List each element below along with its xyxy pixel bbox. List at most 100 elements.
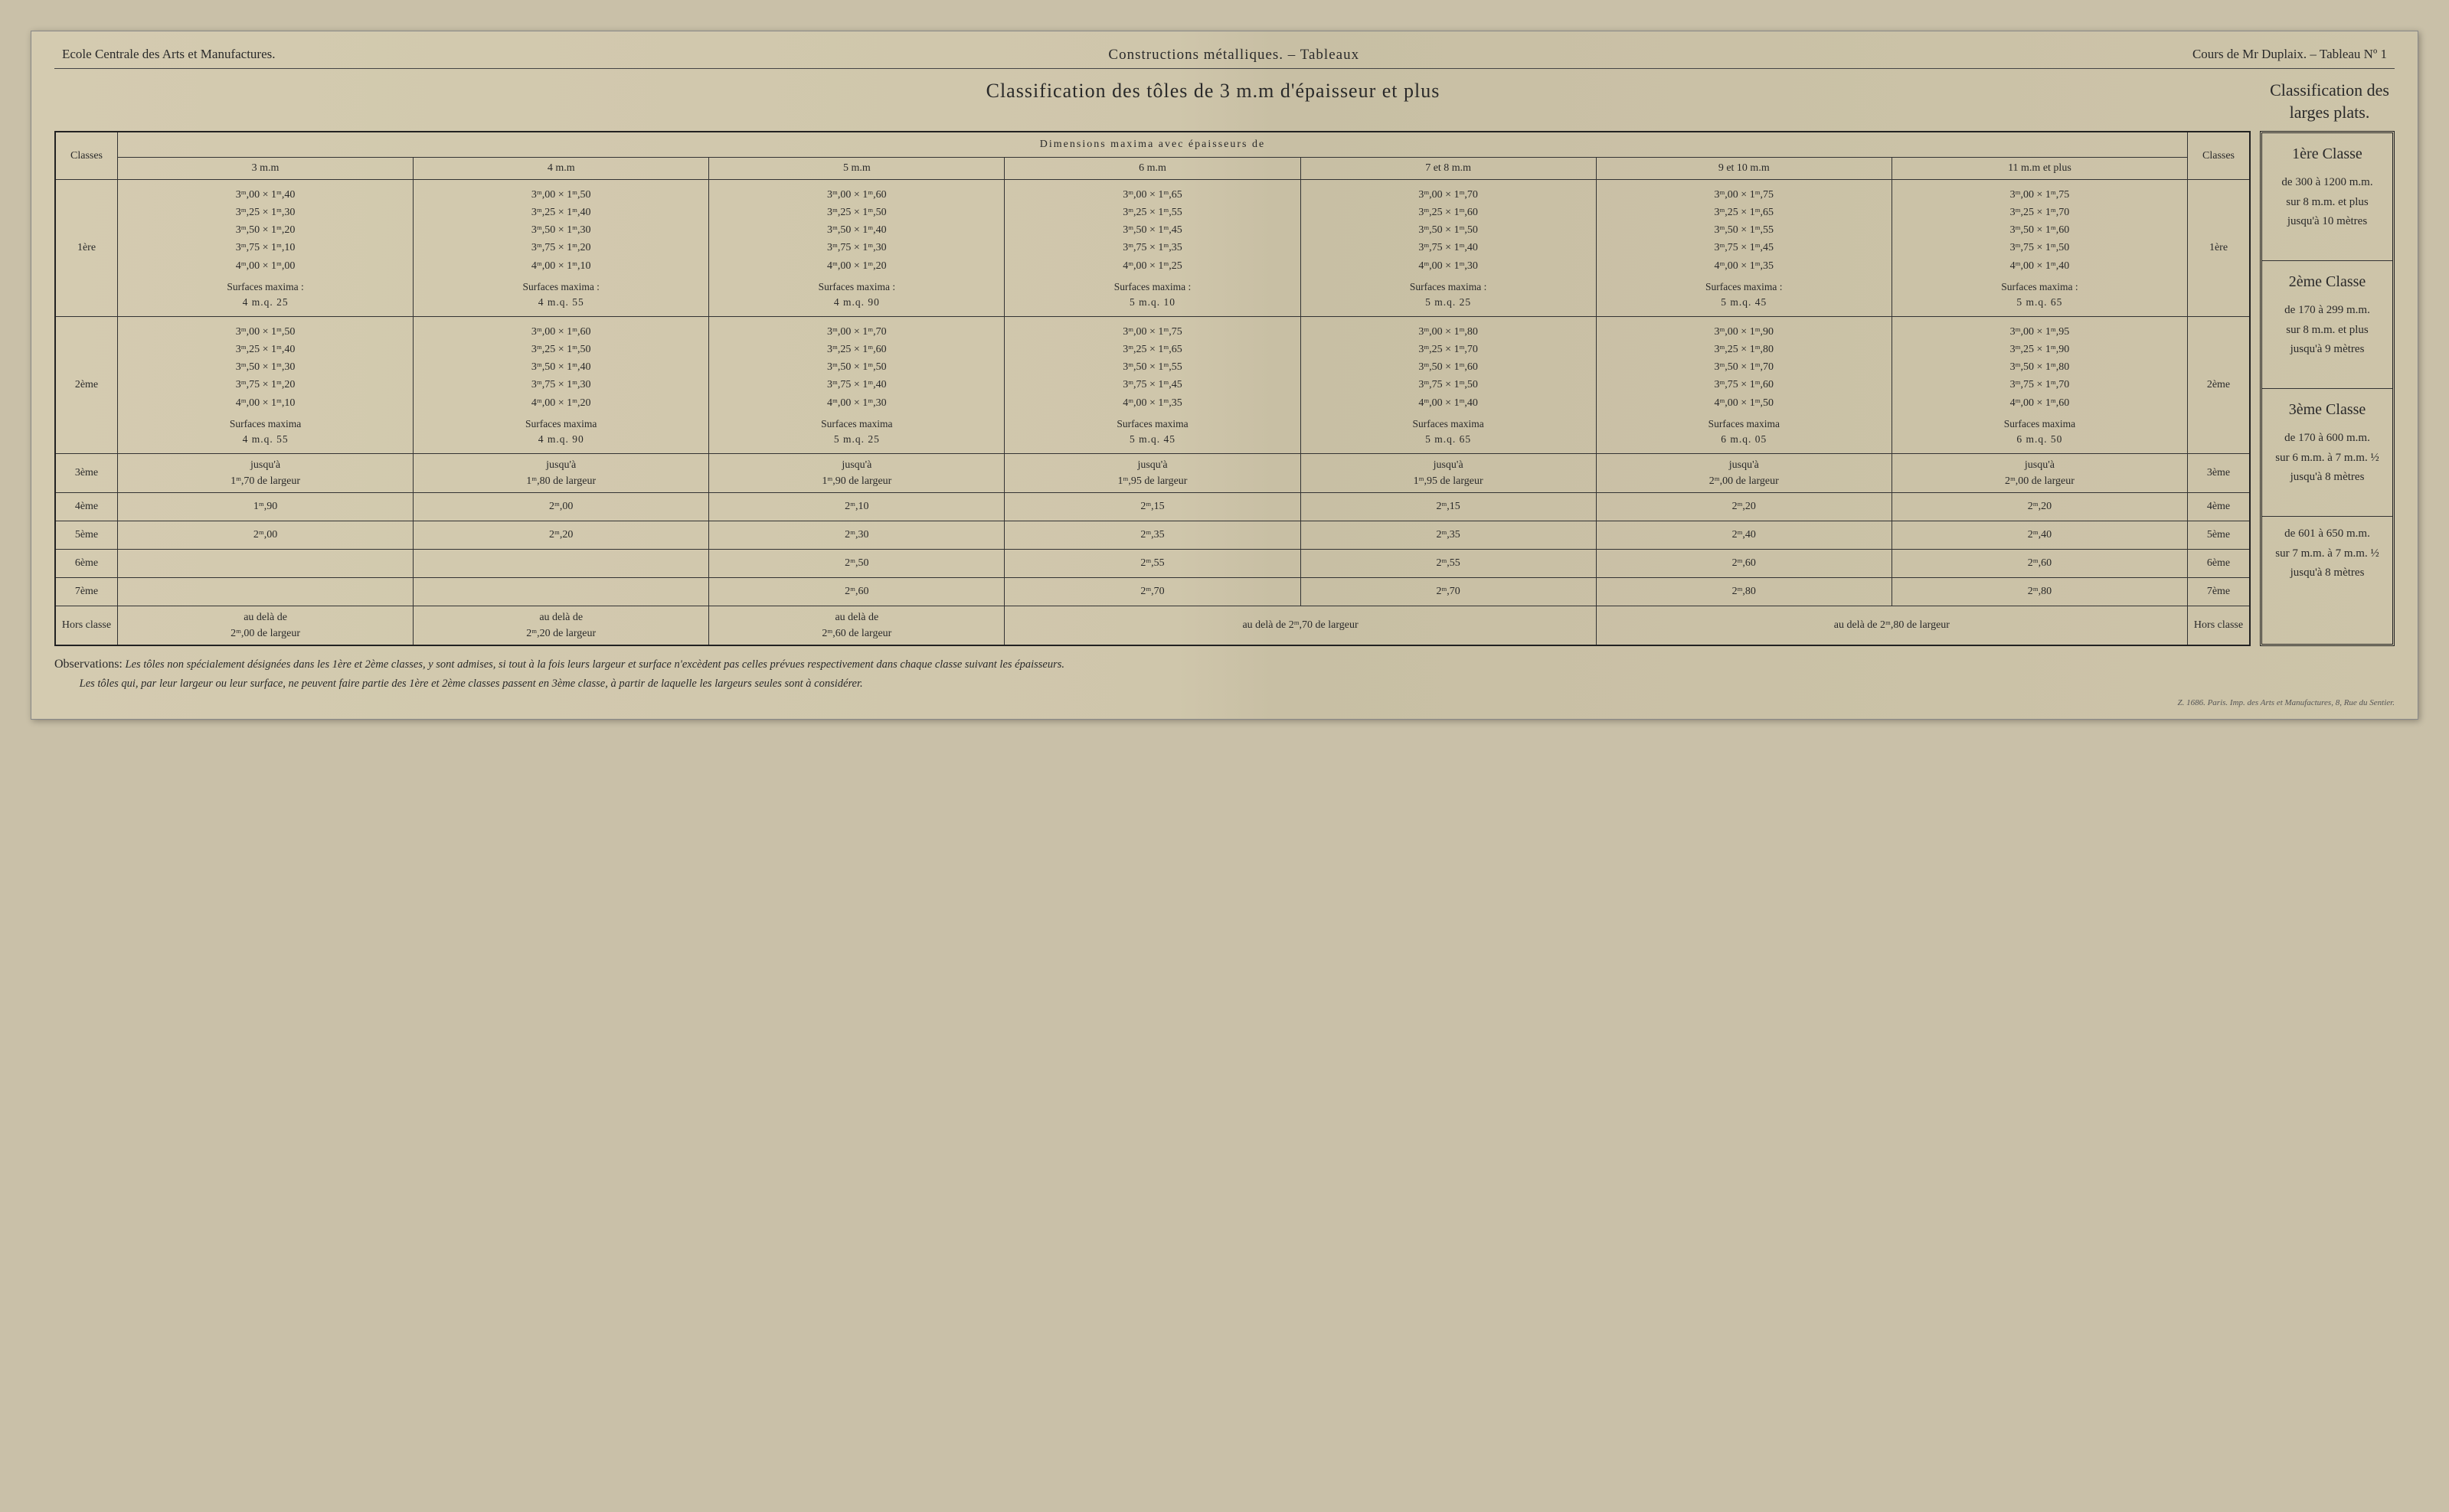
cell-1ere-11mm: 3ᵐ,00 × 1ᵐ,753ᵐ,25 × 1ᵐ,703ᵐ,50 × 1ᵐ,603… <box>1892 180 2187 317</box>
cell-hors-6-8mm: au delà de 2ᵐ,70 de largeur <box>1005 606 1596 646</box>
cell-7eme-5mm: 2ᵐ,60 <box>709 578 1005 606</box>
cell-6eme-7-8mm: 2ᵐ,55 <box>1300 550 1596 578</box>
class-2eme-right: 2ème <box>2188 317 2251 454</box>
table-row-3eme: 3ème jusqu'à1ᵐ,70 de largeur jusqu'à1ᵐ,8… <box>55 454 2250 493</box>
th-5mm: 5 m.m <box>709 158 1005 180</box>
side-class-1: 1ère Classe de 300 à 1200 m.m. sur 8 m.m… <box>2262 133 2392 261</box>
observations-line2: Les tôles qui, par leur largeur ou leur … <box>80 678 863 690</box>
col-classes-right: Classes <box>2188 132 2251 180</box>
main-title: Classification des tôles de 3 m.m d'épai… <box>54 80 2264 103</box>
cell-6eme-3mm <box>118 550 414 578</box>
cell-4eme-6mm: 2ᵐ,15 <box>1005 493 1300 521</box>
content-row: Classes Dimensions maxima avec épaisseur… <box>54 131 2395 646</box>
cell-1ere-4mm: 3ᵐ,00 × 1ᵐ,503ᵐ,25 × 1ᵐ,403ᵐ,50 × 1ᵐ,303… <box>414 180 709 317</box>
cell-2eme-11mm: 3ᵐ,00 × 1ᵐ,953ᵐ,25 × 1ᵐ,903ᵐ,50 × 1ᵐ,803… <box>1892 317 2187 454</box>
cell-3eme-5mm: jusqu'à1ᵐ,90 de largeur <box>709 454 1005 493</box>
cell-2eme-3mm: 3ᵐ,00 × 1ᵐ,503ᵐ,25 × 1ᵐ,403ᵐ,50 × 1ᵐ,303… <box>118 317 414 454</box>
cell-hors-5mm: au delà de2ᵐ,60 de largeur <box>709 606 1005 646</box>
document-page: Ecole Centrale des Arts et Manufactures.… <box>31 31 2418 720</box>
cell-2eme-9-10mm: 3ᵐ,00 × 1ᵐ,903ᵐ,25 × 1ᵐ,803ᵐ,50 × 1ᵐ,703… <box>1596 317 1892 454</box>
cell-2eme-7-8mm: 3ᵐ,00 × 1ᵐ,803ᵐ,25 × 1ᵐ,703ᵐ,50 × 1ᵐ,603… <box>1300 317 1596 454</box>
cell-6eme-5mm: 2ᵐ,50 <box>709 550 1005 578</box>
class-3eme-right: 3ème <box>2188 454 2251 493</box>
class-4eme-left: 4ème <box>55 493 118 521</box>
class-2eme-left: 2ème <box>55 317 118 454</box>
table-row-6eme: 6ème 2ᵐ,50 2ᵐ,55 2ᵐ,55 2ᵐ,60 2ᵐ,60 6ème <box>55 550 2250 578</box>
side-class-3: 3ème Classe de 170 à 600 m.m. sur 6 m.m.… <box>2262 389 2392 517</box>
table-row-1ere: 1ère 3ᵐ,00 × 1ᵐ,403ᵐ,25 × 1ᵐ,303ᵐ,50 × 1… <box>55 180 2250 317</box>
cell-3eme-7-8mm: jusqu'à1ᵐ,95 de largeur <box>1300 454 1596 493</box>
table-row-hors-classe: Hors classe au delà de2ᵐ,00 de largeur a… <box>55 606 2250 646</box>
th-9-10mm: 9 et 10 m.m <box>1596 158 1892 180</box>
th-4mm: 4 m.m <box>414 158 709 180</box>
cell-7eme-3mm <box>118 578 414 606</box>
cell-hors-3mm: au delà de2ᵐ,00 de largeur <box>118 606 414 646</box>
header-rule <box>54 68 2395 69</box>
cell-7eme-9-10mm: 2ᵐ,80 <box>1596 578 1892 606</box>
side-class-4: de 601 à 650 m.m. sur 7 m.m. à 7 m.m. ½ … <box>2262 517 2392 644</box>
table-row-4eme: 4ème 1ᵐ,90 2ᵐ,00 2ᵐ,10 2ᵐ,15 2ᵐ,15 2ᵐ,20… <box>55 493 2250 521</box>
cell-3eme-6mm: jusqu'à1ᵐ,95 de largeur <box>1005 454 1300 493</box>
cell-1ere-9-10mm: 3ᵐ,00 × 1ᵐ,753ᵐ,25 × 1ᵐ,653ᵐ,50 × 1ᵐ,553… <box>1596 180 1892 317</box>
table-row-2eme: 2ème 3ᵐ,00 × 1ᵐ,503ᵐ,25 × 1ᵐ,403ᵐ,50 × 1… <box>55 317 2250 454</box>
observations-label: Observations: <box>54 658 123 671</box>
class-6eme-right: 6ème <box>2188 550 2251 578</box>
table-row-7eme: 7ème 2ᵐ,60 2ᵐ,70 2ᵐ,70 2ᵐ,80 2ᵐ,80 7ème <box>55 578 2250 606</box>
cell-7eme-7-8mm: 2ᵐ,70 <box>1300 578 1596 606</box>
class-4eme-right: 4ème <box>2188 493 2251 521</box>
page-header: Ecole Centrale des Arts et Manufactures.… <box>54 47 2395 64</box>
cell-7eme-11mm: 2ᵐ,80 <box>1892 578 2187 606</box>
hors-classe-left: Hors classe <box>55 606 118 646</box>
cell-5eme-11mm: 2ᵐ,40 <box>1892 521 2187 550</box>
class-6eme-left: 6ème <box>55 550 118 578</box>
hors-classe-right: Hors classe <box>2188 606 2251 646</box>
cell-6eme-6mm: 2ᵐ,55 <box>1005 550 1300 578</box>
cell-1ere-5mm: 3ᵐ,00 × 1ᵐ,603ᵐ,25 × 1ᵐ,503ᵐ,50 × 1ᵐ,403… <box>709 180 1005 317</box>
observations: Observations: Les tôles non spécialement… <box>54 654 2395 694</box>
cell-5eme-5mm: 2ᵐ,30 <box>709 521 1005 550</box>
cell-6eme-4mm <box>414 550 709 578</box>
class-5eme-right: 5ème <box>2188 521 2251 550</box>
class-1ere-left: 1ère <box>55 180 118 317</box>
cell-6eme-11mm: 2ᵐ,60 <box>1892 550 2187 578</box>
class-7eme-right: 7ème <box>2188 578 2251 606</box>
larges-plats-box: 1ère Classe de 300 à 1200 m.m. sur 8 m.m… <box>2260 131 2395 646</box>
class-3eme-left: 3ème <box>55 454 118 493</box>
cell-1ere-7-8mm: 3ᵐ,00 × 1ᵐ,703ᵐ,25 × 1ᵐ,603ᵐ,50 × 1ᵐ,503… <box>1300 180 1596 317</box>
cell-3eme-3mm: jusqu'à1ᵐ,70 de largeur <box>118 454 414 493</box>
cell-5eme-4mm: 2ᵐ,20 <box>414 521 709 550</box>
header-right: Cours de Mr Duplaix. – Tableau Nº 1 <box>2192 47 2387 64</box>
table-row-5eme: 5ème 2ᵐ,00 2ᵐ,20 2ᵐ,30 2ᵐ,35 2ᵐ,35 2ᵐ,40… <box>55 521 2250 550</box>
cell-3eme-11mm: jusqu'à2ᵐ,00 de largeur <box>1892 454 2187 493</box>
cell-4eme-11mm: 2ᵐ,20 <box>1892 493 2187 521</box>
cell-4eme-9-10mm: 2ᵐ,20 <box>1596 493 1892 521</box>
side-class-2: 2ème Classe de 170 à 299 m.m. sur 8 m.m.… <box>2262 261 2392 389</box>
dimensions-header: Dimensions maxima avec épaisseurs de <box>118 132 2188 158</box>
title-row: Classification des tôles de 3 m.m d'épai… <box>54 80 2395 123</box>
cell-4eme-4mm: 2ᵐ,00 <box>414 493 709 521</box>
col-classes-left: Classes <box>55 132 118 180</box>
observations-line1: Les tôles non spécialement désignées dan… <box>126 658 1065 671</box>
header-center: Constructions métalliques. – Tableaux <box>1108 47 1359 64</box>
cell-3eme-9-10mm: jusqu'à2ᵐ,00 de largeur <box>1596 454 1892 493</box>
cell-5eme-3mm: 2ᵐ,00 <box>118 521 414 550</box>
cell-2eme-6mm: 3ᵐ,00 × 1ᵐ,753ᵐ,25 × 1ᵐ,653ᵐ,50 × 1ᵐ,553… <box>1005 317 1300 454</box>
cell-1ere-3mm: 3ᵐ,00 × 1ᵐ,403ᵐ,25 × 1ᵐ,303ᵐ,50 × 1ᵐ,203… <box>118 180 414 317</box>
class-5eme-left: 5ème <box>55 521 118 550</box>
cell-6eme-9-10mm: 2ᵐ,60 <box>1596 550 1892 578</box>
classification-table: Classes Dimensions maxima avec épaisseur… <box>54 131 2251 646</box>
cell-2eme-5mm: 3ᵐ,00 × 1ᵐ,703ᵐ,25 × 1ᵐ,603ᵐ,50 × 1ᵐ,503… <box>709 317 1005 454</box>
class-7eme-left: 7ème <box>55 578 118 606</box>
th-3mm: 3 m.m <box>118 158 414 180</box>
header-left: Ecole Centrale des Arts et Manufactures. <box>62 47 276 64</box>
cell-7eme-6mm: 2ᵐ,70 <box>1005 578 1300 606</box>
main-table-wrap: Classes Dimensions maxima avec épaisseur… <box>54 131 2251 646</box>
cell-4eme-7-8mm: 2ᵐ,15 <box>1300 493 1596 521</box>
cell-1ere-6mm: 3ᵐ,00 × 1ᵐ,653ᵐ,25 × 1ᵐ,553ᵐ,50 × 1ᵐ,453… <box>1005 180 1300 317</box>
cell-4eme-3mm: 1ᵐ,90 <box>118 493 414 521</box>
th-11mm: 11 m.m et plus <box>1892 158 2187 180</box>
cell-5eme-7-8mm: 2ᵐ,35 <box>1300 521 1596 550</box>
th-6mm: 6 m.m <box>1005 158 1300 180</box>
cell-3eme-4mm: jusqu'à1ᵐ,80 de largeur <box>414 454 709 493</box>
th-7-8mm: 7 et 8 m.m <box>1300 158 1596 180</box>
